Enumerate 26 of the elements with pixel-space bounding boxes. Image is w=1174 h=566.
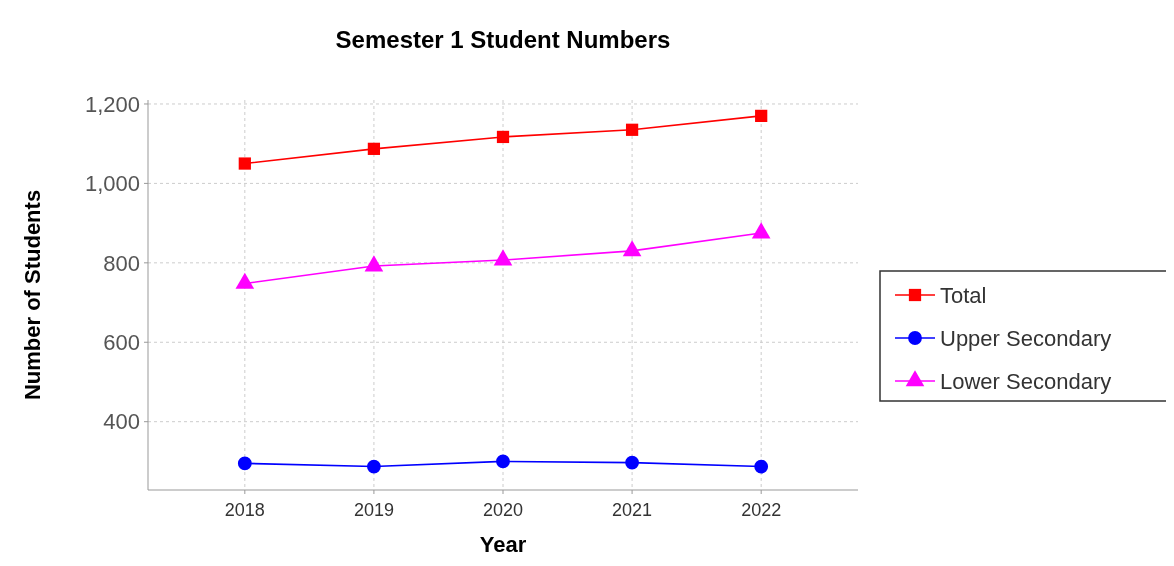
x-tick-label: 2021 (612, 500, 653, 520)
point (238, 157, 251, 170)
point (754, 459, 769, 474)
y-tick-label: 1,200 (84, 91, 140, 117)
y-axis-title: Number of Students (20, 189, 45, 401)
y-tick-label: 1,000 (84, 171, 140, 197)
x-tick-label: 2019 (353, 500, 394, 520)
y-tick-label: 800 (103, 250, 140, 276)
y-tick-label: 400 (103, 409, 140, 435)
x-tick-label: 2022 (741, 500, 782, 520)
point (625, 123, 639, 136)
x-axis-title: Year (479, 532, 527, 557)
legend-label: Total (940, 282, 987, 308)
legend-label: Lower Secondary (940, 368, 1112, 394)
point (625, 455, 639, 470)
point (237, 456, 252, 471)
x-tick-label: 2020 (482, 500, 524, 520)
chart-title: Semester 1 Student Numbers (335, 26, 671, 53)
point (367, 459, 381, 474)
legend-label: Upper Secondary (940, 325, 1112, 351)
point (367, 142, 381, 155)
y-tick-label: 600 (103, 329, 140, 355)
point (496, 454, 510, 469)
point (755, 109, 768, 123)
point (496, 130, 510, 144)
x-tick-label: 2018 (224, 500, 265, 520)
